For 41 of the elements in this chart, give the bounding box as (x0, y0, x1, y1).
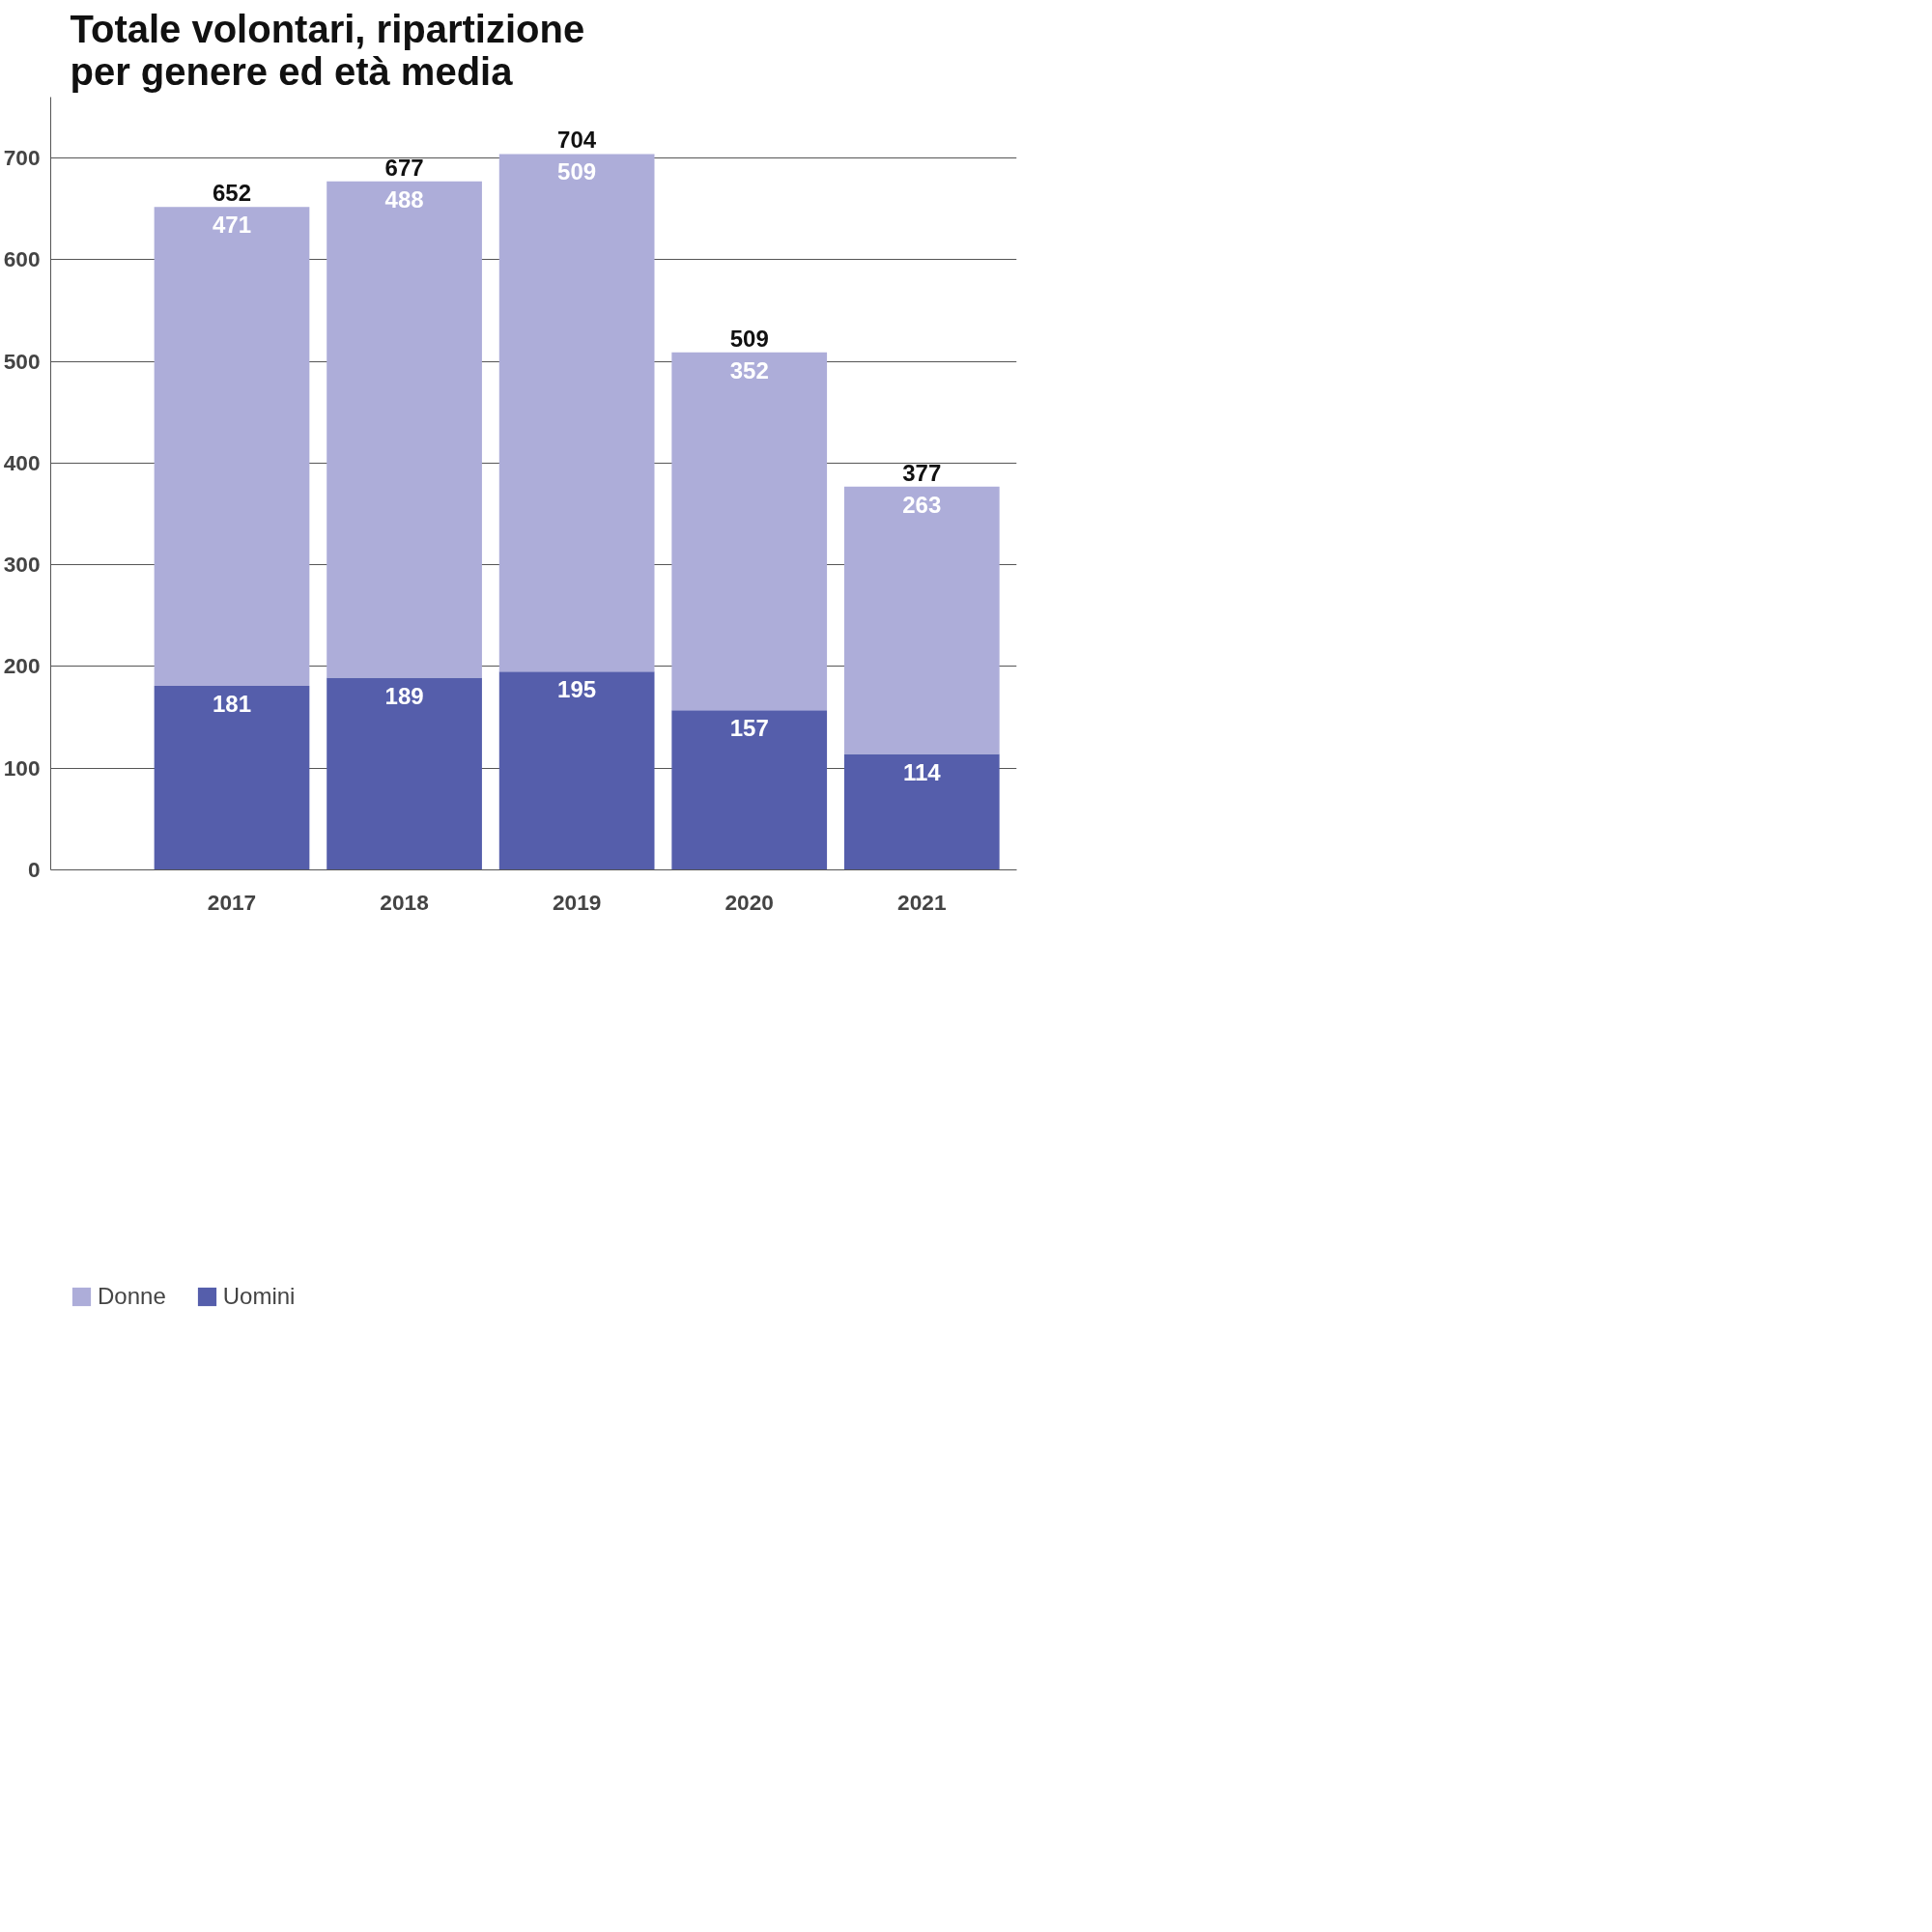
total-label: 377 (902, 459, 942, 486)
bar (498, 154, 655, 672)
y-tick-label: 700 (3, 145, 41, 171)
data-label: 189 (384, 682, 424, 709)
legend-label: Uomini (222, 1283, 296, 1310)
bar (843, 486, 1000, 754)
total-label: 704 (557, 127, 597, 154)
data-label: 471 (212, 212, 252, 239)
bar (671, 710, 828, 870)
data-label: 157 (729, 715, 769, 742)
chart-title: Totale volontari, ripartizione per genere ed età media (70, 7, 585, 93)
bar (843, 753, 1000, 870)
total-label: 677 (384, 154, 424, 181)
y-tick-label: 600 (3, 246, 41, 272)
data-label: 263 (902, 491, 942, 518)
x-tick-label: 2018 (380, 889, 429, 915)
bar (327, 181, 482, 678)
y-tick-label: 200 (3, 653, 41, 679)
bar (671, 352, 828, 711)
total-label: 652 (212, 180, 252, 207)
y-tick-label: 0 (27, 857, 41, 882)
data-label: 509 (557, 158, 597, 185)
y-tick-label: 400 (3, 449, 41, 475)
bar (154, 685, 310, 870)
y-tick-label: 100 (3, 754, 41, 781)
x-tick-label: 2021 (897, 889, 947, 915)
bar (498, 671, 655, 870)
data-label: 195 (557, 676, 597, 703)
x-tick-label: 2017 (207, 889, 257, 915)
y-tick-label: 500 (3, 348, 41, 374)
y-tick-label: 300 (3, 552, 41, 578)
total-label: 509 (729, 325, 769, 352)
legend-label: Donne (98, 1283, 166, 1310)
data-label: 488 (384, 185, 424, 213)
data-label: 181 (212, 690, 252, 717)
data-label: 352 (729, 356, 769, 384)
bar (154, 207, 310, 686)
data-label: 114 (902, 758, 942, 785)
x-tick-label: 2019 (552, 889, 602, 915)
x-tick-label: 2020 (724, 889, 774, 915)
bar (327, 677, 482, 870)
